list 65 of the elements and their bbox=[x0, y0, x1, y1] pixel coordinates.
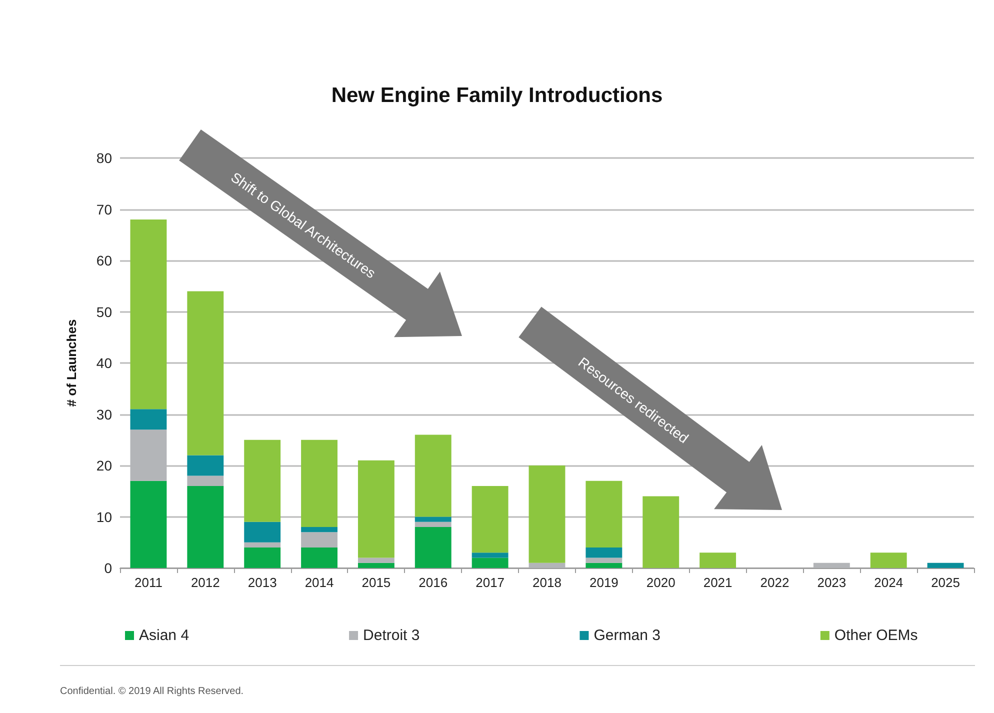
x-tick-label: 2017 bbox=[476, 575, 505, 590]
y-tick-label: 60 bbox=[96, 252, 112, 268]
bar bbox=[301, 527, 338, 532]
bar bbox=[586, 480, 622, 548]
chart-title: New Engine Family Introductions bbox=[331, 84, 663, 107]
x-tick-label: 2019 bbox=[589, 575, 618, 590]
bar bbox=[187, 486, 224, 568]
bar bbox=[642, 496, 680, 568]
bar bbox=[244, 548, 281, 568]
legend-label: German 3 bbox=[594, 627, 660, 644]
x-tick-label: 2023 bbox=[817, 575, 846, 590]
x-tick-label: 2022 bbox=[760, 575, 790, 590]
bar bbox=[244, 542, 281, 548]
bar bbox=[358, 558, 394, 563]
x-tick-label: 2011 bbox=[134, 575, 162, 590]
bar bbox=[130, 409, 167, 430]
y-axis-title: # of Launches bbox=[64, 319, 79, 407]
y-tick-label: 0 bbox=[104, 560, 112, 576]
y-tick-label: 70 bbox=[96, 201, 112, 218]
x-tick-label: 2024 bbox=[874, 575, 904, 590]
y-tick-label: 10 bbox=[96, 508, 112, 525]
bar bbox=[301, 532, 338, 548]
bar bbox=[528, 466, 566, 563]
bar bbox=[244, 522, 281, 542]
bar bbox=[358, 460, 394, 558]
bar bbox=[700, 552, 736, 568]
legend-label: Other OEMs bbox=[834, 627, 918, 644]
bar bbox=[586, 548, 622, 558]
bar bbox=[187, 476, 224, 486]
legend-label: Asian 4 bbox=[139, 627, 190, 644]
bar bbox=[187, 291, 224, 456]
bar bbox=[414, 522, 452, 527]
x-tick-label: 2025 bbox=[931, 575, 960, 590]
bar bbox=[414, 434, 452, 517]
legend-label: Detroit 3 bbox=[363, 627, 420, 644]
bar bbox=[472, 558, 508, 568]
x-tick-label: 2021 bbox=[703, 575, 732, 590]
y-tick-label: 20 bbox=[96, 458, 112, 474]
x-tick-label: 2014 bbox=[304, 575, 334, 590]
y-tick-label: 50 bbox=[96, 304, 112, 320]
bar bbox=[472, 486, 508, 553]
bar bbox=[870, 552, 907, 568]
bar bbox=[586, 562, 622, 568]
y-tick-label: 80 bbox=[96, 150, 112, 166]
bar bbox=[472, 552, 508, 558]
x-tick-label: 2012 bbox=[190, 575, 220, 590]
bar bbox=[414, 527, 452, 568]
y-tick-label: 30 bbox=[96, 406, 112, 422]
bar bbox=[414, 516, 452, 522]
bar bbox=[301, 440, 338, 527]
y-tick-label: 40 bbox=[96, 355, 112, 371]
bar bbox=[358, 562, 394, 568]
x-tick-label: 2015 bbox=[362, 575, 391, 590]
x-tick-label: 2018 bbox=[532, 575, 562, 590]
bar bbox=[130, 220, 167, 410]
bar bbox=[187, 455, 224, 476]
bar bbox=[927, 562, 964, 568]
bar bbox=[130, 480, 167, 568]
bar bbox=[586, 558, 622, 563]
x-tick-label: 2020 bbox=[646, 575, 676, 590]
x-tick-label: 2016 bbox=[418, 575, 448, 590]
bar bbox=[301, 548, 338, 568]
bar bbox=[244, 440, 281, 522]
text: Confidential. © 2019 All Rights Reserved. bbox=[60, 686, 244, 697]
x-tick-label: 2013 bbox=[248, 575, 277, 590]
